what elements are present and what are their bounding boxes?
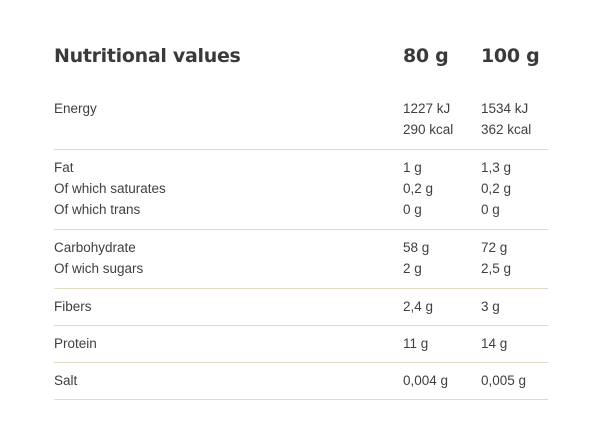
value-100g: 72 g: [481, 240, 508, 255]
group-fat: Fat 1 g 1,3 g Of which saturates 0,2 g 0…: [54, 150, 548, 230]
nutrient-label: Salt: [54, 373, 78, 388]
value-100g: 1534 kJ: [481, 101, 529, 116]
value-80g: 2,4 g: [403, 299, 434, 314]
column-header-100g: 100 g: [481, 45, 540, 67]
value-80g: 0,004 g: [403, 373, 449, 388]
value-80g: 1227 kJ: [403, 101, 451, 116]
value-100g: 2,5 g: [481, 261, 512, 276]
nutrition-table: Nutritional values 80 g 100 g Energy 122…: [54, 40, 548, 400]
value-80g: 1 g: [403, 160, 422, 175]
value-80g: 11 g: [403, 336, 429, 351]
nutrient-label: Fibers: [54, 299, 92, 314]
value-100g: 3 g: [481, 299, 500, 314]
table-row: Fat 1 g 1,3 g: [54, 157, 548, 178]
nutrient-label: Energy: [54, 101, 97, 116]
group-fibers: Fibers 2,4 g 3 g: [54, 289, 548, 326]
value-100g: 1,3 g: [481, 160, 512, 175]
value-100g: 0,2 g: [481, 181, 512, 196]
table-row: Protein 11 g 14 g: [54, 333, 548, 354]
value-100g: 0 g: [481, 202, 500, 217]
table-row: 290 kcal 362 kcal: [54, 119, 548, 140]
table-row: Salt 0,004 g 0,005 g: [54, 370, 548, 391]
value-100g: 362 kcal: [481, 122, 532, 137]
value-80g: 58 g: [403, 240, 430, 255]
value-80g: 290 kcal: [403, 122, 454, 137]
group-salt: Salt 0,004 g 0,005 g: [54, 363, 548, 400]
value-80g: 0 g: [403, 202, 422, 217]
column-header-80g: 80 g: [403, 45, 449, 67]
group-protein: Protein 11 g 14 g: [54, 326, 548, 363]
table-row: Carbohydrate 58 g 72 g: [54, 237, 548, 258]
nutrient-label: Of which trans: [54, 202, 141, 217]
nutrient-label: Of wich sugars: [54, 261, 144, 276]
value-80g: 0,2 g: [403, 181, 434, 196]
nutrient-label: Fat: [54, 160, 74, 175]
table-title: Nutritional values: [54, 45, 241, 67]
table-row: Fibers 2,4 g 3 g: [54, 296, 548, 317]
value-80g: 2 g: [403, 261, 422, 276]
group-energy: Energy 1227 kJ 1534 kJ 290 kcal 362 kcal: [54, 96, 548, 150]
value-100g: 0,005 g: [481, 373, 527, 388]
nutrient-label: Of which saturates: [54, 181, 166, 196]
table-row: Of which trans 0 g 0 g: [54, 199, 548, 220]
table-row: Of wich sugars 2 g 2,5 g: [54, 258, 548, 279]
table-row: Of which saturates 0,2 g 0,2 g: [54, 178, 548, 199]
group-carbohydrate: Carbohydrate 58 g 72 g Of wich sugars 2 …: [54, 230, 548, 289]
nutrient-label: Carbohydrate: [54, 240, 136, 255]
table-row: Energy 1227 kJ 1534 kJ: [54, 98, 548, 119]
table-header: Nutritional values 80 g 100 g: [54, 40, 548, 96]
nutrient-label: Protein: [54, 336, 97, 351]
value-100g: 14 g: [481, 336, 508, 351]
